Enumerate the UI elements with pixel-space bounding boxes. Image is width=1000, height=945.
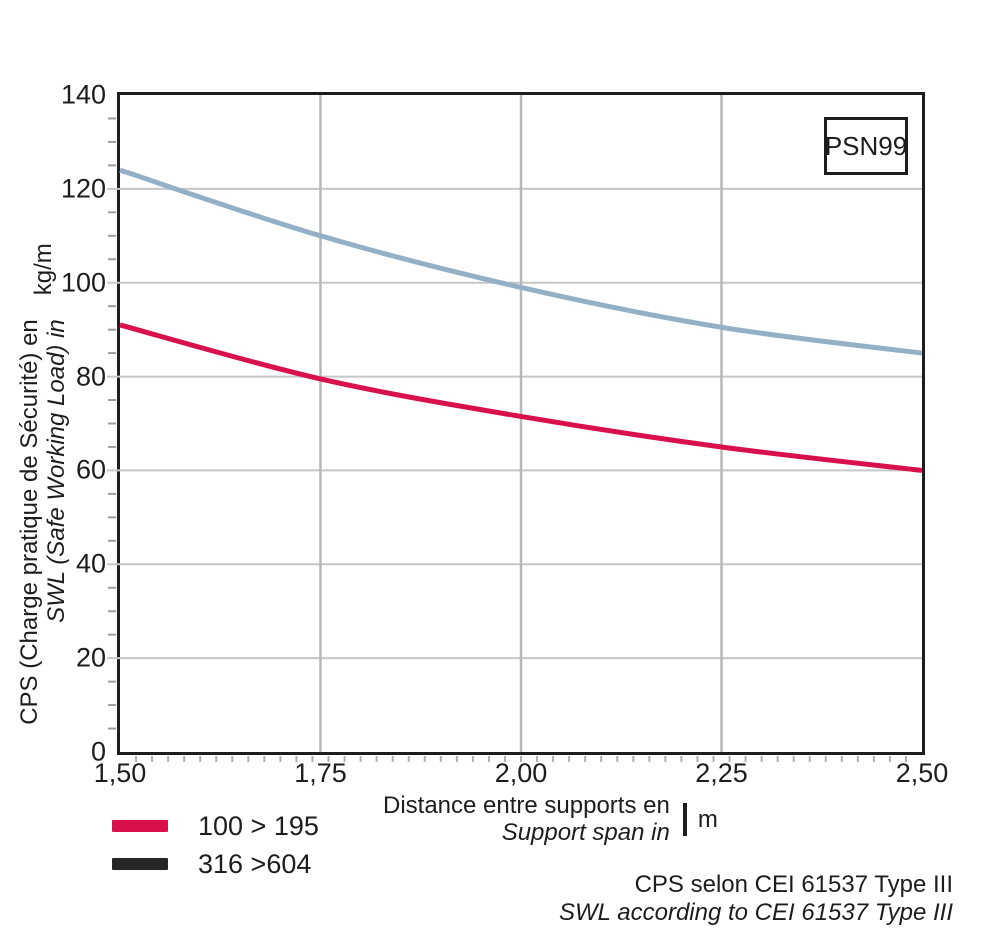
y-axis-label-en: SWL (Safe Working Load) in xyxy=(43,319,70,623)
x-axis-label-en: Support span in xyxy=(501,818,670,846)
footnote: CPS selon CEI 61537 Type III SWL accordi… xyxy=(559,871,953,928)
legend-item: 316 >604 xyxy=(112,848,319,880)
y-tick-label: 60 xyxy=(75,454,106,485)
footnote-en: SWL according to CEI 61537 Type III xyxy=(559,899,953,927)
y-axis-tick-labels: 140 120 100 80 60 40 20 0 xyxy=(0,80,106,767)
y-tick-label: 100 xyxy=(60,267,106,298)
y-tick-label: 40 xyxy=(75,548,106,579)
y-axis-unit: kg/m xyxy=(30,243,57,296)
legend-label: 316 >604 xyxy=(198,848,312,879)
curve-red xyxy=(119,322,923,473)
chart-canvas xyxy=(107,95,923,762)
legend-item: 100 > 195 xyxy=(112,810,319,842)
y-tick-label: 120 xyxy=(60,173,106,204)
y-axis-label-text: CPS (Charge pratique de Sécurité) en SWL… xyxy=(16,319,71,725)
x-axis-label: Distance entre supports en Support span … xyxy=(383,792,718,847)
series-title-box: PSN99 xyxy=(824,117,908,175)
y-tick-label: 0 xyxy=(90,736,106,767)
x-tick-label: 2,50 xyxy=(895,758,949,788)
x-tick-label: 2,00 xyxy=(494,758,548,788)
plot-area: PSN99 xyxy=(107,92,925,762)
x-tick-label: 1,50 xyxy=(93,758,147,788)
footnote-fr: CPS selon CEI 61537 Type III xyxy=(634,871,953,898)
legend-swatch xyxy=(112,858,168,870)
legend-swatch xyxy=(112,820,168,832)
y-tick-label: 20 xyxy=(75,642,106,673)
legend-label: 100 > 195 xyxy=(198,810,319,841)
series-title: PSN99 xyxy=(824,130,908,161)
y-axis-label: CPS (Charge pratique de Sécurité) en SWL… xyxy=(11,243,77,725)
x-axis-label-fr: Distance entre supports en xyxy=(383,792,670,819)
y-tick-label: 140 xyxy=(60,79,106,110)
curve-blue xyxy=(119,167,923,356)
x-axis-label-text: Distance entre supports en Support span … xyxy=(383,792,670,847)
y-axis-label-fr: CPS (Charge pratique de Sécurité) en xyxy=(16,319,44,725)
legend: 100 > 195 316 >604 xyxy=(112,810,319,886)
x-axis-tick-labels: 1,50 1,75 2,00 2,25 2,50 xyxy=(94,758,949,788)
x-axis-unit: m xyxy=(697,805,718,833)
separator-bar xyxy=(682,803,687,837)
y-tick-label: 80 xyxy=(75,361,106,392)
x-tick-label: 2,25 xyxy=(695,758,748,788)
x-tick-label: 1,75 xyxy=(294,758,347,788)
